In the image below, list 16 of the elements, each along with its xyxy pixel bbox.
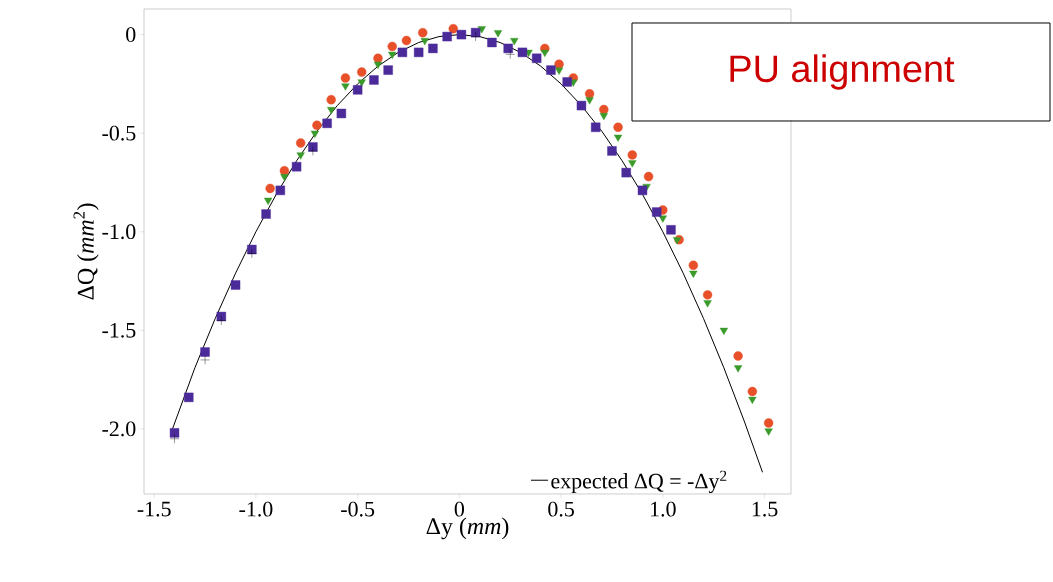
y-tick-label: -1.5 bbox=[102, 322, 136, 338]
x-tick-label: 1.5 bbox=[752, 501, 778, 517]
y-tick-label: -1.0 bbox=[102, 224, 136, 240]
y-tick-label: -0.5 bbox=[102, 125, 136, 141]
y-axis-title: ΔQ (mm$^{2}$) bbox=[73, 203, 99, 300]
y-tick-label: -2.0 bbox=[102, 421, 136, 437]
legend-label: expected ΔQ = -Δy$^{2}$ bbox=[551, 470, 727, 494]
x-tick-label: -0.5 bbox=[341, 501, 375, 517]
x-tick-label: 0.5 bbox=[548, 501, 574, 517]
x-tick-label: 0 bbox=[454, 501, 465, 517]
x-tick-label: -1.5 bbox=[137, 501, 171, 517]
x-tick-label: -1.0 bbox=[239, 501, 273, 517]
x-tick-label: 1.0 bbox=[651, 501, 676, 517]
y-tick-label: 0 bbox=[126, 27, 136, 43]
x-axis-title: Δy (mm) bbox=[426, 517, 509, 540]
annotation: PU alignment bbox=[730, 54, 955, 90]
